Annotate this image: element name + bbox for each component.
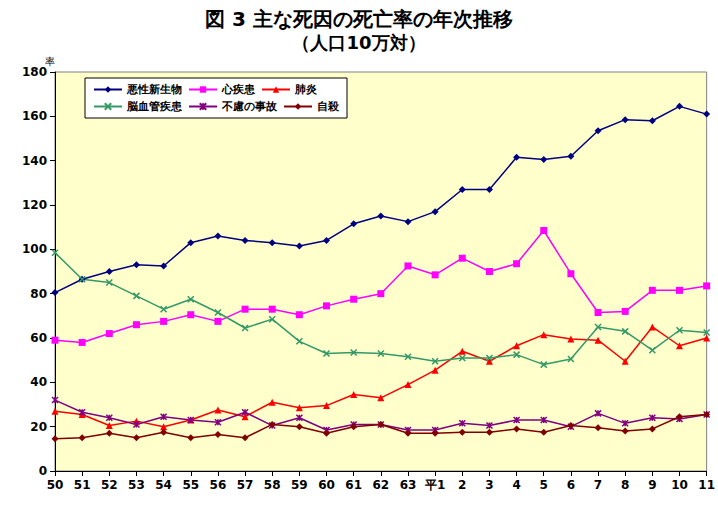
- svg-text:5: 5: [540, 478, 548, 492]
- svg-text:62: 62: [372, 478, 389, 492]
- svg-text:20: 20: [30, 420, 47, 434]
- svg-text:（人口10万対）: （人口10万対）: [292, 32, 425, 53]
- svg-text:57: 57: [237, 478, 254, 492]
- svg-text:120: 120: [22, 198, 47, 212]
- svg-text:7: 7: [594, 478, 602, 492]
- svg-text:悪性新生物: 悪性新生物: [126, 83, 182, 96]
- svg-text:図 3 主な死因の死亡率の年次推移: 図 3 主な死因の死亡率の年次推移: [205, 7, 513, 31]
- svg-text:160: 160: [22, 109, 47, 123]
- svg-text:肺炎: 肺炎: [294, 83, 318, 96]
- svg-text:56: 56: [210, 478, 227, 492]
- svg-text:180: 180: [22, 65, 47, 79]
- svg-text:率: 率: [45, 55, 55, 67]
- svg-text:10: 10: [671, 478, 688, 492]
- svg-text:9: 9: [648, 478, 656, 492]
- svg-text:63: 63: [400, 478, 417, 492]
- svg-text:55: 55: [182, 478, 199, 492]
- svg-text:2: 2: [458, 478, 466, 492]
- svg-text:61: 61: [345, 478, 362, 492]
- svg-text:51: 51: [74, 478, 91, 492]
- svg-text:60: 60: [30, 331, 47, 345]
- svg-text:3: 3: [485, 478, 493, 492]
- svg-text:52: 52: [101, 478, 118, 492]
- svg-text:54: 54: [155, 478, 172, 492]
- svg-text:59: 59: [291, 478, 308, 492]
- svg-text:自殺: 自殺: [317, 100, 340, 113]
- svg-text:0: 0: [39, 464, 47, 478]
- svg-text:140: 140: [22, 154, 47, 168]
- svg-text:6: 6: [567, 478, 575, 492]
- svg-text:100: 100: [22, 242, 47, 256]
- svg-text:53: 53: [128, 478, 145, 492]
- svg-text:58: 58: [264, 478, 281, 492]
- svg-text:心疾患: 心疾患: [221, 83, 256, 96]
- svg-text:40: 40: [30, 375, 47, 389]
- svg-text:8: 8: [621, 478, 629, 492]
- svg-text:50: 50: [47, 478, 64, 492]
- svg-text:脳血管疾患: 脳血管疾患: [126, 100, 183, 113]
- svg-text:11: 11: [698, 478, 715, 492]
- svg-text:不慮の事故: 不慮の事故: [221, 100, 278, 113]
- svg-text:60: 60: [318, 478, 335, 492]
- svg-text:80: 80: [30, 287, 47, 301]
- svg-text:平1: 平1: [424, 478, 445, 492]
- svg-text:4: 4: [512, 478, 520, 492]
